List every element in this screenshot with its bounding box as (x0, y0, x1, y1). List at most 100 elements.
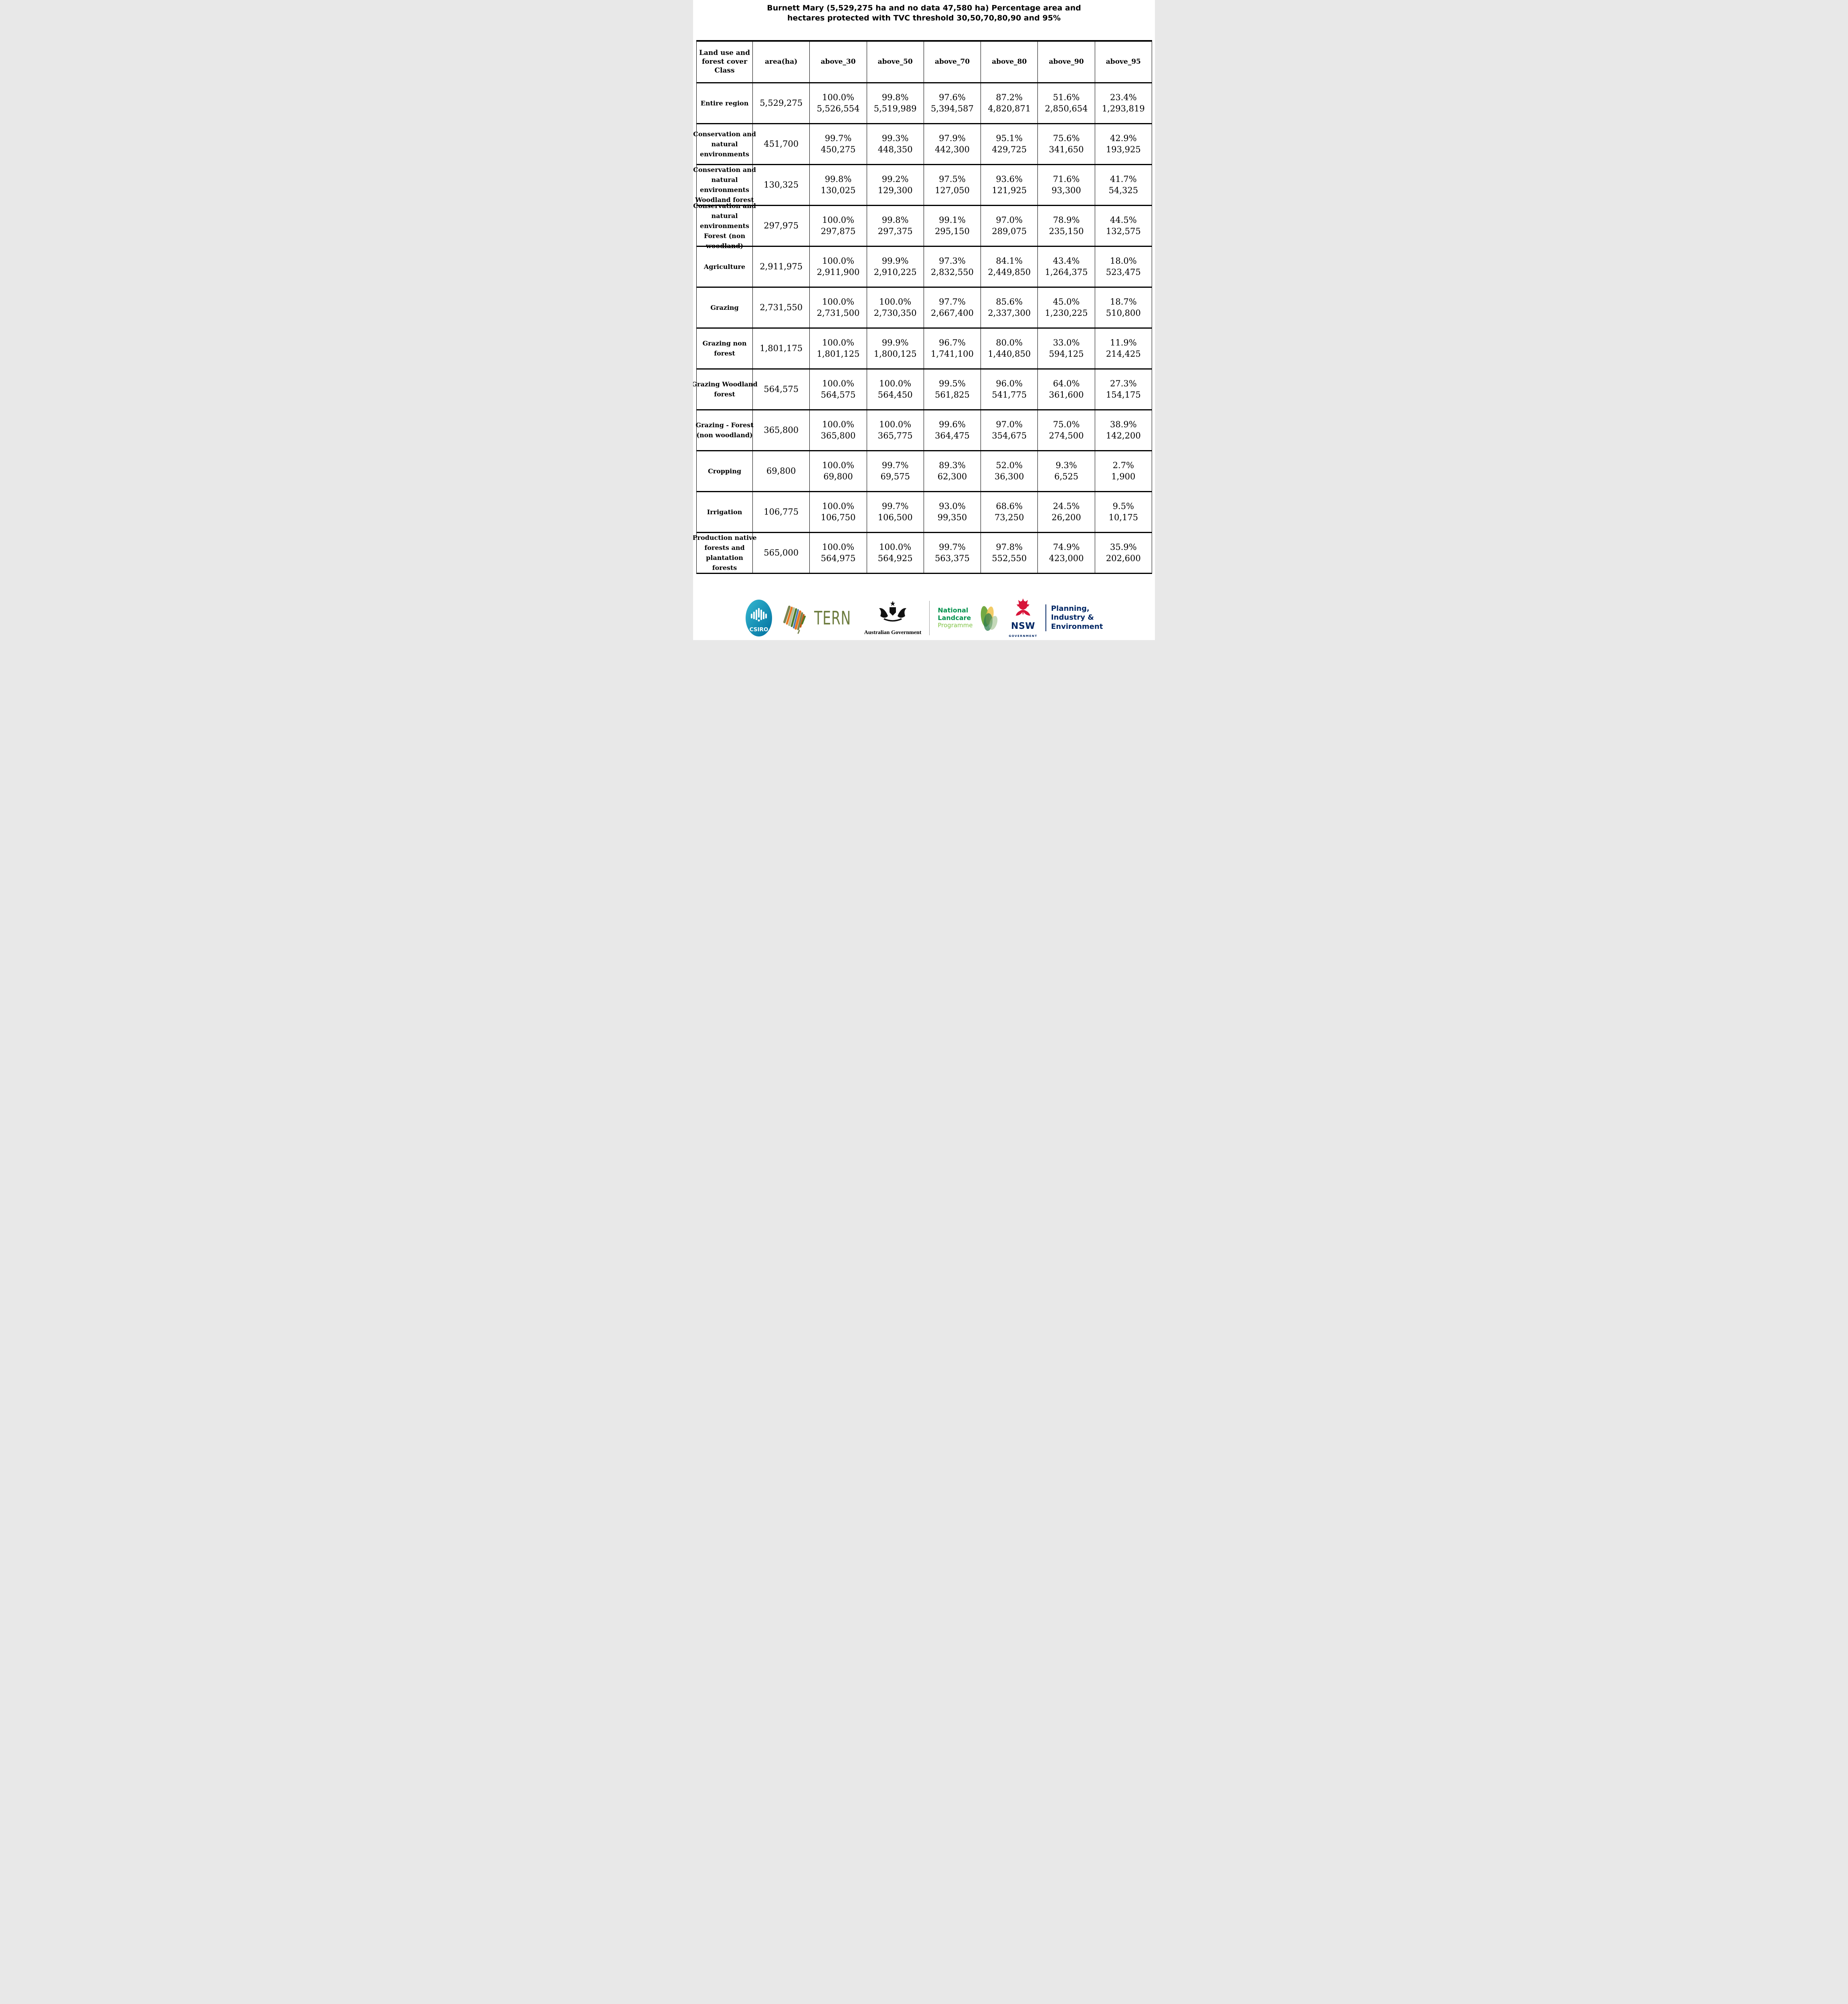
percent-value: 100.0% (822, 542, 854, 552)
threshold-cell-above-30: 100.0% 106,750 (809, 491, 867, 532)
area-cell: 1,801,175 (752, 328, 810, 369)
hectares-value: 1,741,100 (931, 349, 974, 359)
row-label-cell: Grazing non forest (696, 328, 753, 369)
percent-value: 74.9% (1053, 542, 1080, 552)
percent-value: 27.3% (1110, 379, 1137, 388)
threshold-cell-above-95: 18.7% 510,800 (1094, 287, 1152, 328)
column-header: above_90 (1049, 58, 1084, 66)
hectares-value: 2,337,300 (988, 308, 1031, 318)
row-label-cell: Production native forests and plantation… (693, 532, 757, 573)
landcare-leaves-icon (981, 606, 997, 631)
table-row: Irrigation 106,775 100.0% 106,750 99.7% 10… (696, 491, 1152, 532)
percent-value: 96.0% (996, 379, 1023, 388)
table-row: Grazing - Forest (non woodland) 365,800 … (696, 410, 1152, 450)
row-label: Conservation and natural environments (693, 130, 756, 158)
percent-value: 99.9% (882, 256, 909, 266)
threshold-cell-above-70: 93.0% 99,350 (923, 491, 981, 532)
percent-value: 78.9% (1053, 215, 1080, 225)
percent-value: 99.8% (882, 215, 909, 225)
table-row: Production native forests and plantation… (693, 532, 1152, 573)
table-row: Agriculture 2,911,975 100.0% 2,911,900 99… (696, 246, 1152, 287)
hectares-value: 448,350 (877, 145, 913, 154)
row-label: Entire region (700, 99, 749, 107)
australian-government-label: Australian Government (864, 629, 922, 636)
row-label-cell: Agriculture (696, 246, 753, 287)
hectares-value: 36,300 (995, 472, 1024, 481)
percent-value: 84.1% (996, 256, 1023, 266)
area-value: 564,575 (764, 384, 799, 394)
threshold-cell-above-90: 75.6% 341,650 (1037, 123, 1095, 164)
threshold-cell-above-80: 52.0% 36,300 (981, 450, 1038, 491)
landcare-label: National Landcare Programme (938, 606, 973, 629)
hectares-value: 2,667,400 (931, 308, 974, 318)
percent-value: 97.8% (996, 542, 1023, 552)
header-cell-above-95: above_95 (1094, 41, 1152, 83)
row-label-cell: Grazing - Forest (non woodland) (696, 410, 754, 450)
row-label: Grazing - Forest (non woodland) (696, 421, 754, 439)
area-cell: 2,911,975 (752, 246, 810, 287)
area-cell: 130,325 (752, 164, 810, 205)
hectares-value: 423,000 (1049, 554, 1084, 563)
header-cell-class: Land use and forest cover Class (696, 41, 753, 83)
threshold-cell-above-80: 97.0% 289,075 (981, 205, 1038, 246)
threshold-cell-above-30: 100.0% 69,800 (809, 450, 867, 491)
hectares-value: 130,025 (821, 186, 856, 195)
header-cell-above-50: above_50 (866, 41, 924, 83)
header-cell-above-90: above_90 (1037, 41, 1095, 83)
threshold-cell-above-95: 11.9% 214,425 (1094, 328, 1152, 369)
threshold-cell-above-80: 93.6% 121,925 (981, 164, 1038, 205)
threshold-cell-above-95: 18.0% 523,475 (1094, 246, 1152, 287)
percent-value: 38.9% (1110, 420, 1137, 429)
area-value: 106,775 (764, 507, 799, 517)
threshold-cell-above-30: 100.0% 1,801,125 (809, 328, 867, 369)
hectares-value: 297,375 (877, 226, 913, 236)
hectares-value: 106,750 (821, 513, 856, 522)
threshold-cell-above-30: 99.8% 130,025 (809, 164, 867, 205)
percent-value: 97.5% (939, 174, 966, 184)
hectares-value: 235,150 (1049, 226, 1084, 236)
area-cell: 365,800 (752, 410, 810, 450)
nsw-government-logo: NSW GOVERNMENT (1009, 598, 1037, 638)
hectares-value: 594,125 (1049, 349, 1084, 359)
row-label: Agriculture (704, 263, 746, 271)
row-label-cell: Conservation and natural environments (693, 123, 756, 164)
hectares-value: 2,910,225 (873, 267, 917, 277)
landcare-line3: Programme (938, 622, 973, 629)
threshold-cell-above-80: 96.0% 541,775 (981, 369, 1038, 410)
percent-value: 80.0% (996, 338, 1023, 347)
hectares-value: 563,375 (935, 554, 970, 563)
percent-value: 100.0% (822, 501, 854, 511)
row-label: Conservation and natural environments Wo… (693, 166, 756, 204)
percent-value: 99.6% (939, 420, 966, 429)
threshold-cell-above-50: 99.8% 5,519,989 (866, 83, 924, 123)
percent-value: 18.0% (1110, 256, 1137, 266)
hectares-value: 2,911,900 (817, 267, 860, 277)
hectares-value: 1,800,125 (873, 349, 917, 359)
percent-value: 85.6% (996, 297, 1023, 307)
hectares-value: 510,800 (1106, 308, 1141, 318)
national-landcare-logo: National Landcare Programme (938, 603, 1001, 633)
tvc-threshold-table: Land use and forest cover Class area(ha)… (693, 40, 1152, 574)
threshold-cell-above-30: 100.0% 365,800 (809, 410, 867, 450)
threshold-cell-above-70: 97.3% 2,832,550 (923, 246, 981, 287)
percent-value: 75.6% (1053, 133, 1080, 143)
hectares-value: 1,440,850 (988, 349, 1031, 359)
threshold-cell-above-80: 85.6% 2,337,300 (981, 287, 1038, 328)
threshold-cell-above-70: 99.6% 364,475 (923, 410, 981, 450)
hectares-value: 54,325 (1108, 186, 1138, 195)
hectares-value: 6,525 (1054, 472, 1079, 481)
threshold-cell-above-90: 9.3% 6,525 (1037, 450, 1095, 491)
percent-value: 100.0% (879, 420, 912, 429)
percent-value: 75.0% (1053, 420, 1080, 429)
area-value: 2,911,975 (760, 262, 803, 271)
hectares-value: 354,675 (992, 431, 1027, 440)
page-title-line2: hectares protected with TVC threshold 30… (787, 14, 1061, 22)
hectares-value: 10,175 (1108, 513, 1138, 522)
hectares-value: 365,775 (877, 431, 913, 440)
percent-value: 89.3% (939, 461, 966, 470)
threshold-cell-above-95: 35.9% 202,600 (1094, 532, 1152, 573)
threshold-cell-above-50: 99.3% 448,350 (866, 123, 924, 164)
column-header: above_95 (1106, 58, 1141, 66)
hectares-value: 564,975 (821, 554, 856, 563)
threshold-cell-above-30: 100.0% 564,975 (809, 532, 867, 573)
